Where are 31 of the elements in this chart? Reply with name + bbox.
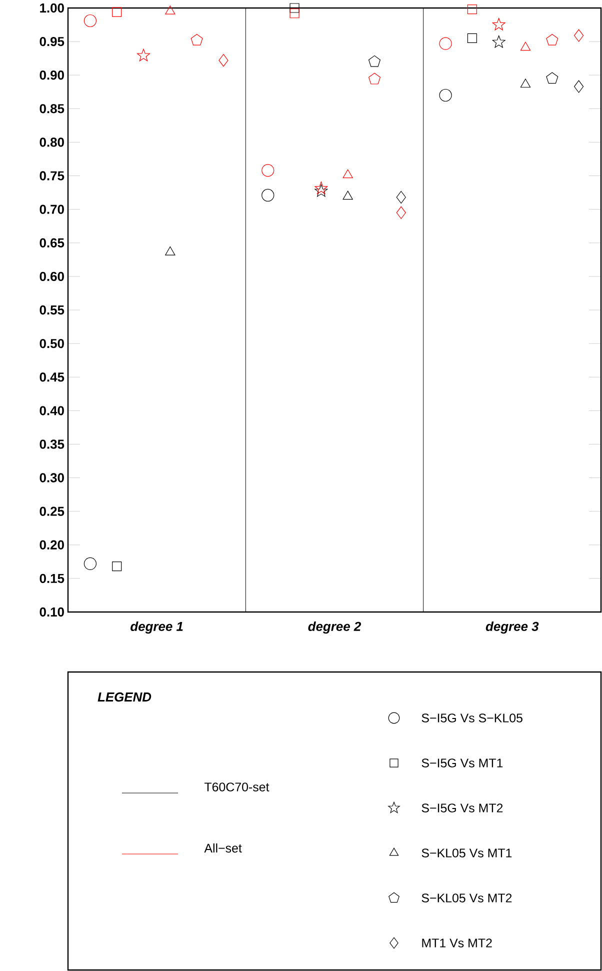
x-tick-label: degree 1 xyxy=(130,622,183,634)
legend-label: S−I5G Vs MT1 xyxy=(422,758,503,768)
y-tick-label: 0.20 xyxy=(40,540,64,550)
y-tick-label: 0.75 xyxy=(40,171,64,180)
y-tick-label: 0.15 xyxy=(40,574,64,584)
legend-label: MT1 Vs MT2 xyxy=(422,938,492,948)
y-tick-label: 0.40 xyxy=(40,406,64,416)
y-tick-label: 0.35 xyxy=(40,440,64,449)
legend-label: S−KL05 Vs MT1 xyxy=(422,848,512,858)
y-tick-label: 0.60 xyxy=(40,272,64,282)
legend-label: S−KL05 Vs MT2 xyxy=(422,894,512,902)
y-tick-label: 0.30 xyxy=(40,473,64,482)
y-tick-label: 0.25 xyxy=(40,506,64,516)
legend-label: T60C70-set xyxy=(204,782,270,792)
legend-title: LEGEND xyxy=(98,692,152,702)
legend-label: S−I5G Vs S−KL05 xyxy=(422,714,522,722)
y-tick-label: 0.65 xyxy=(40,238,64,248)
x-tick-label: degree 3 xyxy=(486,622,539,634)
y-tick-label: 0.85 xyxy=(40,104,64,114)
y-tick-label: 0.55 xyxy=(40,305,64,315)
y-tick-label: 0.45 xyxy=(40,372,64,382)
legend-label: All−set xyxy=(204,843,242,853)
y-tick-label: 0.90 xyxy=(40,70,64,80)
y-tick-label: 0.95 xyxy=(40,36,64,46)
legend-label: S−I5G Vs MT2 xyxy=(422,804,503,812)
y-tick-label: 0.10 xyxy=(40,607,64,617)
y-tick-label: 0.70 xyxy=(40,204,64,214)
y-tick-label: 0.50 xyxy=(40,338,64,348)
y-tick-label: 0.80 xyxy=(40,138,64,147)
y-tick-label: 1.00 xyxy=(40,3,64,13)
x-tick-label: degree 2 xyxy=(308,622,361,634)
